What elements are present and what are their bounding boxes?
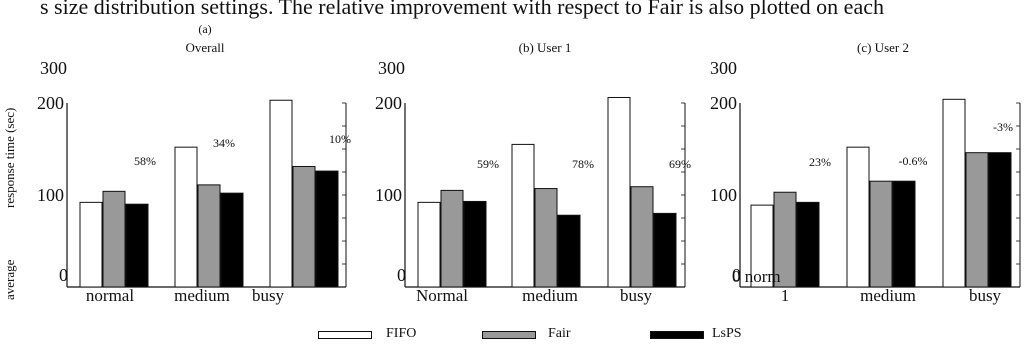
bar-lsps-medium <box>557 214 581 288</box>
x-tick-label-normal: normal <box>86 286 134 305</box>
improvement-label: -3% <box>993 120 1013 134</box>
bar-fair-busy <box>630 186 654 288</box>
legend-swatch-fair <box>482 331 536 339</box>
y-tick-label-200: 200 <box>37 93 64 113</box>
y-tick-label-200: 200 <box>375 93 402 113</box>
bar-fair-busy <box>965 152 989 288</box>
bar-fifo-busy <box>269 99 293 288</box>
improvement-label: -0.6% <box>899 154 928 168</box>
legend-label-fifo: FIFO <box>386 326 417 341</box>
bar-fair-normal <box>440 189 464 288</box>
improvement-label: 34% <box>213 136 235 150</box>
bar-fair-medium <box>534 188 558 288</box>
y-tick-label-100: 100 <box>710 185 737 205</box>
bar-lsps-busy <box>315 170 339 288</box>
bar-lsps-normal <box>463 200 487 288</box>
legend-swatch-lsps <box>650 331 704 339</box>
bar-lsps-1 <box>796 201 820 288</box>
improvement-label: 78% <box>572 157 594 171</box>
bar-fifo-medium <box>846 146 870 288</box>
bar-fifo-medium <box>511 143 535 288</box>
x-tick-label-busy: busy <box>969 286 1002 305</box>
y-axis-label-response-time: response time (sec) <box>2 107 17 208</box>
improvement-label: 59% <box>477 157 499 171</box>
legend-label-lsps: LsPS <box>712 326 742 341</box>
x-tick-label-medium: medium <box>860 286 916 305</box>
y-tick-label-0: 0 <box>59 265 68 285</box>
bar-lsps-busy <box>988 152 1012 288</box>
chart-title: (b) User 1 <box>519 40 572 55</box>
improvement-label: 58% <box>134 154 156 168</box>
bar-fifo-normal <box>79 201 103 288</box>
y-tick-label-100: 100 <box>375 185 402 205</box>
improvement-label: 23% <box>809 155 831 169</box>
y-tick-label-200: 200 <box>710 93 737 113</box>
bar-fifo-busy <box>942 98 966 288</box>
bar-lsps-busy <box>653 212 677 288</box>
bar-fifo-busy <box>607 96 631 288</box>
x-tick-label-extra: 0 norm <box>732 267 781 286</box>
x-tick-label-medium: medium <box>522 286 578 305</box>
improvement-label: 69% <box>669 157 691 171</box>
figure-caption: s size distribution settings. The relati… <box>40 0 884 19</box>
bar-fair-1 <box>773 191 797 288</box>
y-tick-label-300: 300 <box>378 58 405 78</box>
legend-swatch-fifo <box>318 331 372 339</box>
chart-title: Overall <box>186 40 225 55</box>
x-tick-label-medium: medium <box>174 286 230 305</box>
x-tick-label-1: 1 <box>781 286 790 305</box>
bar-lsps-medium <box>892 180 916 288</box>
bar-lsps-normal <box>125 203 149 288</box>
y-tick-label-100: 100 <box>37 185 64 205</box>
legend-label-fair: Fair <box>548 326 571 341</box>
chart-title: (c) User 2 <box>857 40 909 55</box>
y-tick-label-0: 0 <box>732 265 741 285</box>
bar-lsps-medium <box>220 192 244 288</box>
x-tick-label-busy: busy <box>252 286 285 305</box>
bar-fair-busy <box>292 165 316 288</box>
bar-fair-normal <box>102 190 126 288</box>
x-tick-label-normal: Normal <box>416 286 468 305</box>
bar-fifo-normal <box>417 201 441 288</box>
y-tick-label-300: 300 <box>710 58 737 78</box>
y-axis-label-average: average <box>2 259 17 300</box>
bar-fifo-1 <box>750 204 774 288</box>
bar-fifo-medium <box>174 146 198 288</box>
x-tick-label-busy: busy <box>620 286 653 305</box>
y-tick-label-0: 0 <box>397 265 406 285</box>
y-tick-label-300: 300 <box>40 58 67 78</box>
bar-fair-medium <box>197 184 221 288</box>
improvement-label: 10% <box>329 132 351 146</box>
chart-title-prefix: (a) <box>198 22 211 36</box>
bar-fair-medium <box>869 180 893 288</box>
